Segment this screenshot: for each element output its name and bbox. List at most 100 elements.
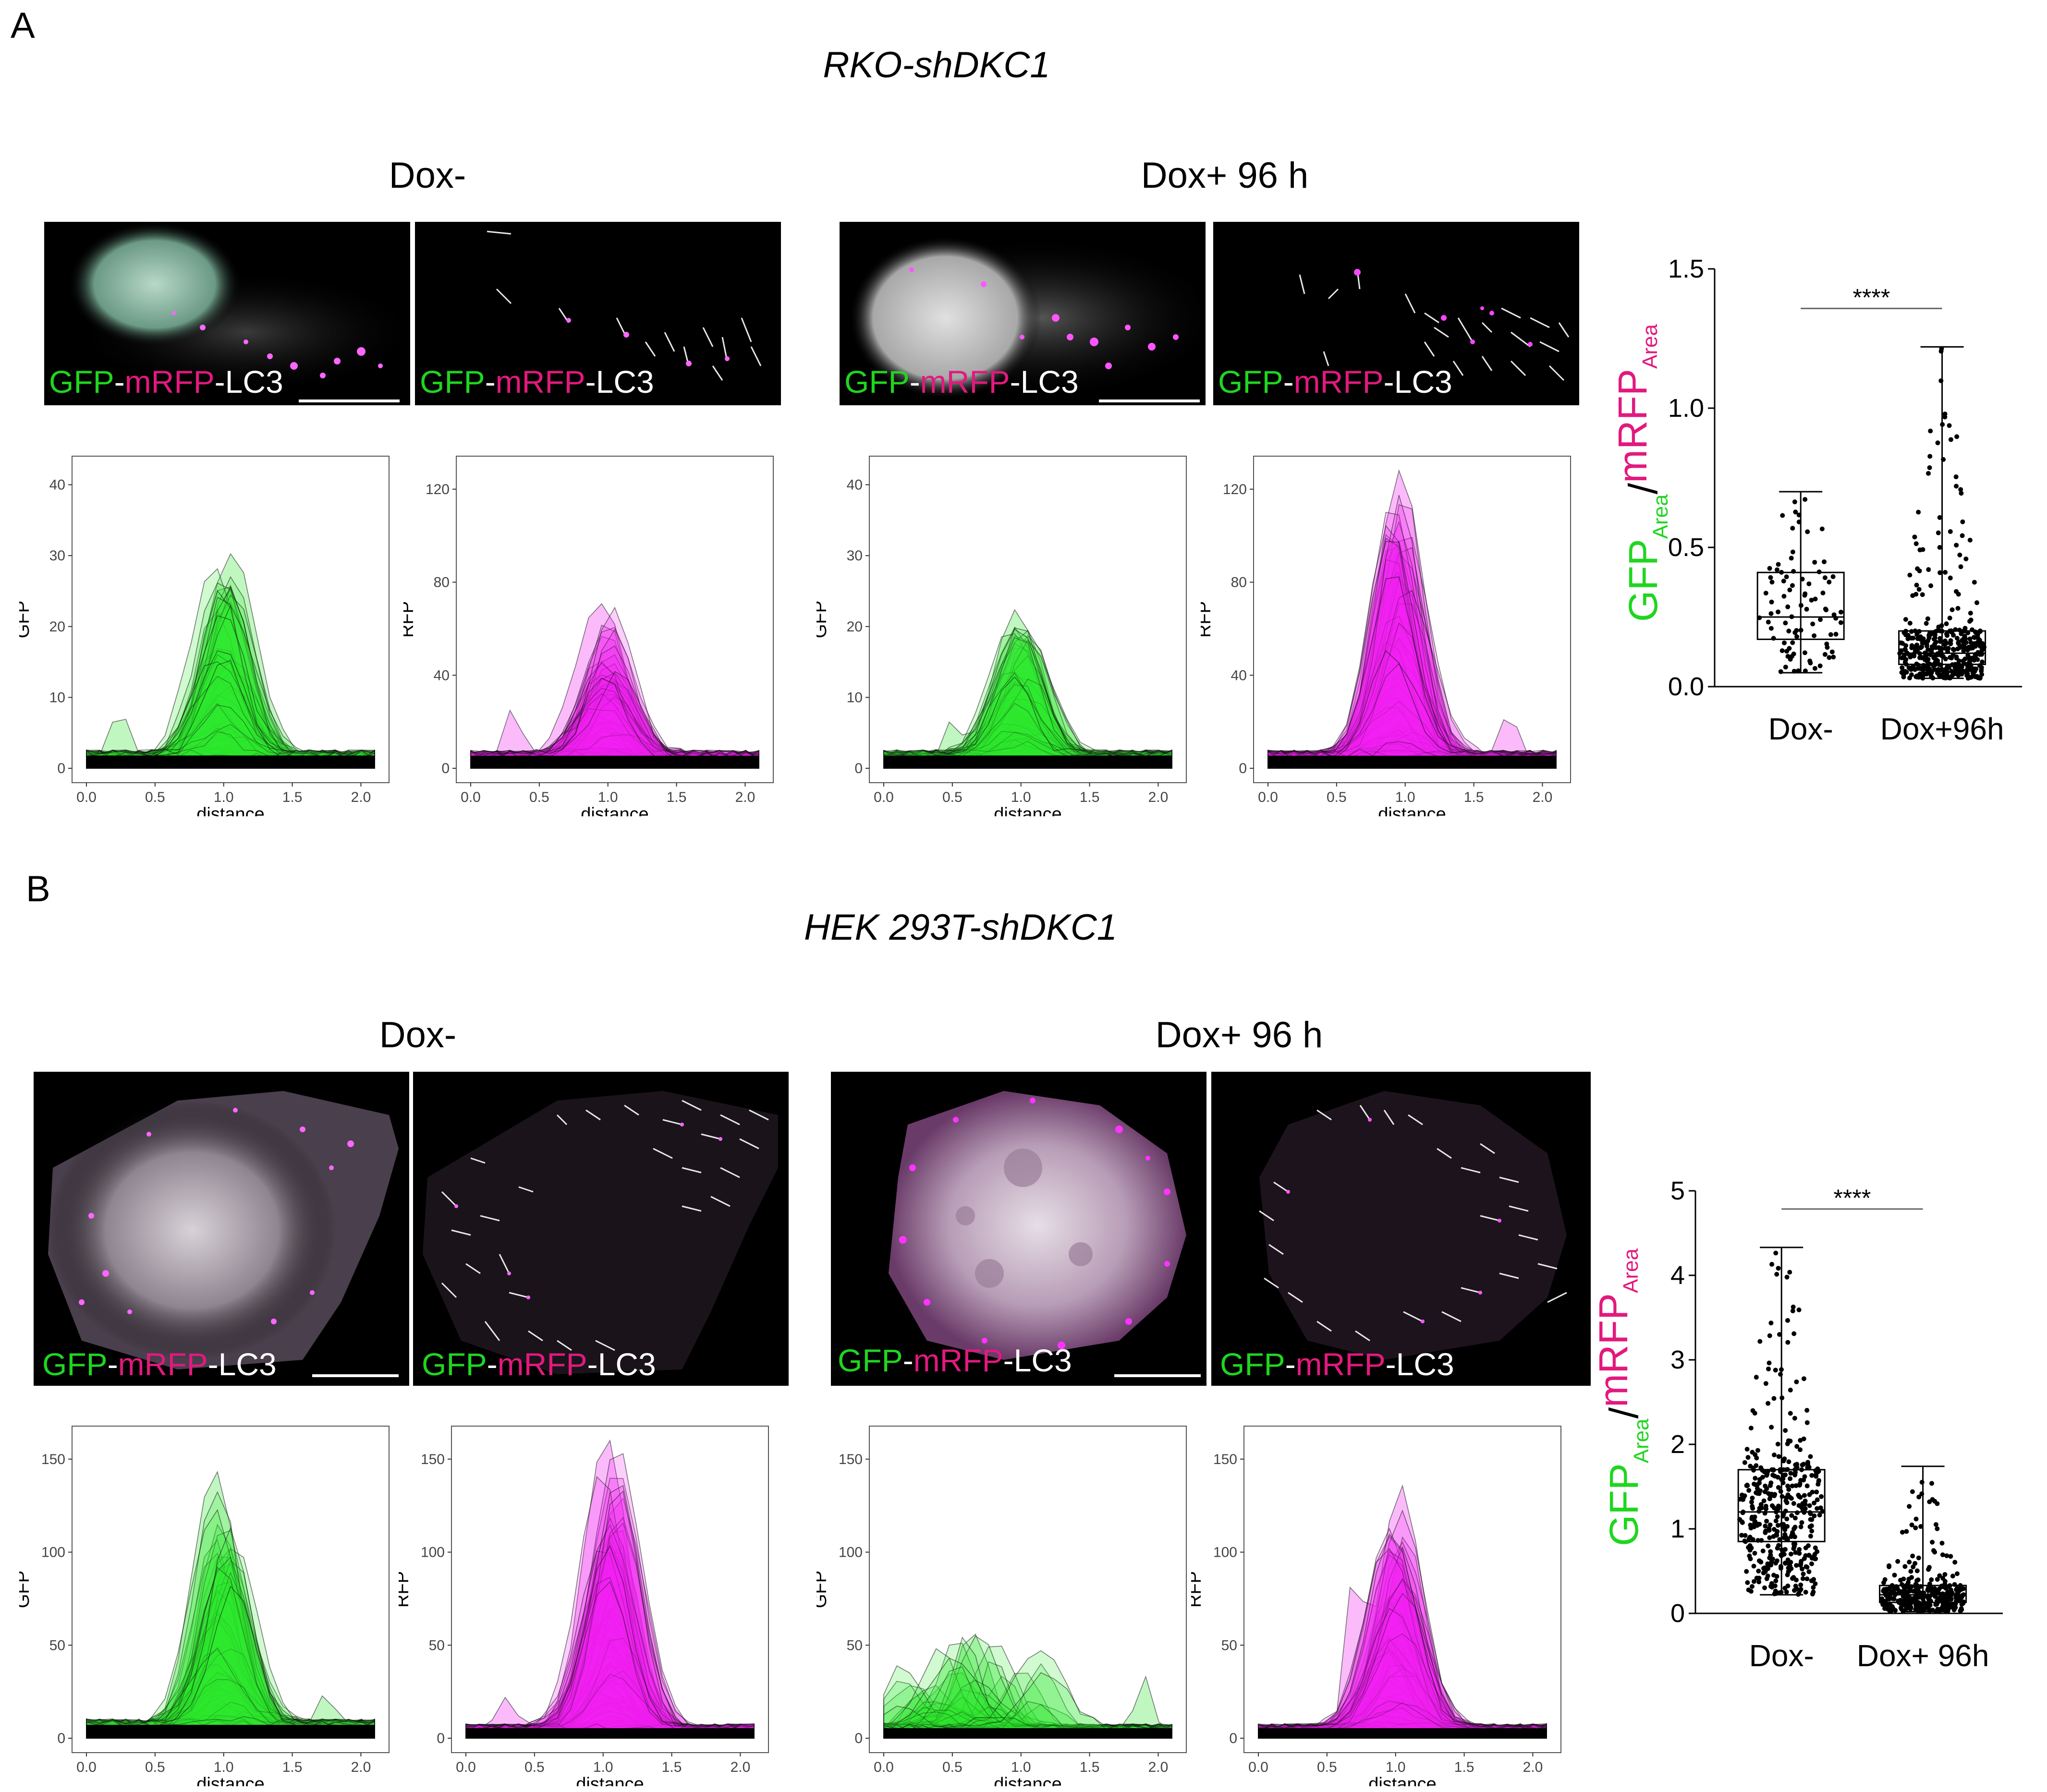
- data-point: [1952, 1582, 1957, 1587]
- data-point: [1754, 1463, 1759, 1468]
- data-point: [1773, 1578, 1779, 1584]
- data-point: [1913, 541, 1919, 546]
- data-point: [1961, 629, 1966, 634]
- data-point: [1768, 611, 1774, 616]
- data-point: [1916, 1555, 1921, 1561]
- x-tick-label: 1.0: [1386, 1759, 1406, 1775]
- label-lc3-name: LC3: [1013, 1343, 1072, 1378]
- data-point: [1785, 1441, 1790, 1446]
- data-point: [1807, 1524, 1813, 1529]
- data-point: [1950, 652, 1956, 657]
- data-point: [1795, 1592, 1801, 1597]
- data-point: [1954, 484, 1959, 489]
- data-point: [1951, 632, 1956, 638]
- data-point: [1936, 1596, 1941, 1601]
- micrograph-b4-art: [1259, 1091, 1567, 1360]
- data-point: [1907, 1560, 1912, 1565]
- data-point: [1902, 1564, 1908, 1569]
- data-point: [1901, 1609, 1906, 1614]
- data-point: [1935, 1607, 1940, 1612]
- data-point: [1916, 587, 1922, 592]
- data-point: [1737, 1517, 1742, 1522]
- y-axis-label: GFP: [816, 1571, 830, 1608]
- data-point: [1936, 530, 1941, 535]
- data-point: [1751, 1563, 1756, 1569]
- data-point: [1914, 1568, 1920, 1574]
- panel-letter-b: B: [26, 869, 50, 909]
- data-point: [1786, 1459, 1791, 1465]
- data-point: [1950, 647, 1956, 652]
- label-gfp: GFP: [42, 1346, 108, 1382]
- data-point: [1940, 1591, 1945, 1597]
- micro-label: GFP-mRFP-LC3: [49, 366, 283, 398]
- x-tick-label: 1.5: [282, 789, 303, 805]
- data-point: [1776, 1485, 1781, 1490]
- data-point: [1916, 509, 1921, 515]
- data-point: [1767, 1535, 1772, 1540]
- data-point: [1953, 1595, 1959, 1600]
- label-gfp: GFP: [844, 364, 910, 400]
- data-point: [1791, 1526, 1797, 1532]
- data-point: [1800, 1462, 1805, 1467]
- data-point: [1818, 617, 1823, 622]
- data-point: [1817, 663, 1823, 668]
- data-point: [1745, 1455, 1751, 1460]
- data-point: [1828, 632, 1833, 637]
- baseline-band: [884, 1728, 1172, 1738]
- data-point: [1760, 1548, 1766, 1553]
- y-tick-label: 1.5: [1668, 254, 1704, 283]
- data-point: [1776, 562, 1781, 567]
- data-point: [1948, 575, 1953, 581]
- data-points: [1879, 1479, 1966, 1614]
- data-point: [1769, 599, 1774, 605]
- x-tick-label: 0.5: [1327, 789, 1347, 805]
- data-point: [1950, 607, 1955, 612]
- data-point: [1938, 647, 1944, 652]
- data-point: [1784, 1537, 1790, 1542]
- data-point: [1972, 641, 1977, 646]
- data-point: [1903, 632, 1908, 638]
- data-point: [1954, 1587, 1959, 1592]
- data-point: [1777, 1537, 1782, 1542]
- data-point: [1919, 1491, 1925, 1496]
- data-point: [1929, 646, 1935, 651]
- data-point: [1931, 655, 1937, 661]
- micro-label: GFP-mRFP-LC3: [844, 366, 1079, 398]
- data-point: [1779, 1395, 1785, 1401]
- data-point: [1809, 1473, 1815, 1478]
- label-lc3-name: LC3: [597, 1346, 656, 1382]
- data-point: [1904, 650, 1910, 655]
- data-point: [1909, 672, 1914, 678]
- x-category-label: Dox+ 96h: [1857, 1638, 1989, 1673]
- data-point: [1755, 1521, 1760, 1526]
- data-point: [1948, 1605, 1953, 1610]
- data-point: [1949, 628, 1954, 633]
- data-point: [1790, 640, 1795, 645]
- data-point: [1919, 1590, 1924, 1596]
- data-point: [1755, 1482, 1760, 1488]
- baseline-band: [86, 755, 375, 768]
- y-tick-label: 0: [57, 1731, 65, 1746]
- data-points: [1737, 1250, 1825, 1597]
- data-point: [1789, 614, 1794, 619]
- x-tick-label: 1.5: [1080, 1759, 1100, 1775]
- data-point: [1792, 1588, 1797, 1593]
- data-point: [1968, 640, 1974, 645]
- x-category-label: Dox-: [1749, 1638, 1814, 1673]
- data-point: [1970, 627, 1975, 632]
- data-point: [1928, 428, 1933, 434]
- data-point: [1791, 651, 1796, 656]
- data-point: [1925, 471, 1931, 476]
- data-point: [1901, 1594, 1906, 1599]
- label-sep: -: [487, 1346, 498, 1382]
- data-point: [1772, 1591, 1777, 1597]
- data-point: [1796, 668, 1801, 673]
- data-point: [1935, 670, 1940, 676]
- data-point: [1917, 651, 1923, 656]
- data-point: [1975, 632, 1980, 637]
- label-lc3-name: LC3: [596, 364, 654, 400]
- profile-curve: [1267, 663, 1557, 769]
- data-point: [1887, 1564, 1892, 1569]
- data-point: [1960, 519, 1965, 524]
- x-tick-label: 2.0: [1148, 789, 1169, 805]
